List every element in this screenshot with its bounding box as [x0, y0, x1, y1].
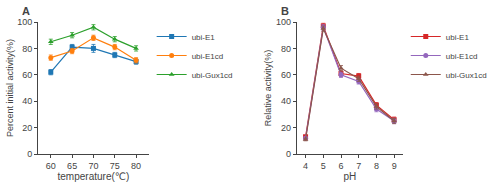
svg-text:B: B	[281, 5, 289, 17]
svg-text:40: 40	[22, 96, 32, 106]
svg-text:75: 75	[110, 161, 120, 171]
svg-text:8: 8	[374, 161, 379, 171]
svg-text:ubi-Gux1cd: ubi-Gux1cd	[192, 71, 233, 80]
svg-text:70: 70	[88, 161, 98, 171]
svg-text:65: 65	[67, 161, 77, 171]
svg-text:60: 60	[281, 70, 291, 80]
svg-text:100: 100	[276, 17, 291, 27]
svg-text:60: 60	[22, 70, 32, 80]
svg-text:4: 4	[303, 161, 308, 171]
svg-text:Relative activity(%): Relative activity(%)	[263, 50, 273, 127]
svg-text:ubi-Gux1cd: ubi-Gux1cd	[446, 71, 487, 80]
svg-text:20: 20	[22, 123, 32, 133]
svg-text:ubi-E1: ubi-E1	[446, 33, 470, 42]
svg-text:20: 20	[281, 123, 291, 133]
svg-text:Percent initial activity(%): Percent initial activity(%)	[5, 39, 15, 137]
svg-text:0: 0	[27, 149, 32, 159]
svg-text:6: 6	[338, 161, 343, 171]
svg-text:40: 40	[281, 96, 291, 106]
svg-text:100: 100	[17, 17, 32, 27]
svg-text:5: 5	[321, 161, 326, 171]
svg-text:ubi-E1: ubi-E1	[192, 33, 216, 42]
svg-text:ubi-E1cd: ubi-E1cd	[446, 52, 478, 61]
svg-text:80: 80	[281, 44, 291, 54]
svg-text:80: 80	[131, 161, 141, 171]
svg-text:pH: pH	[343, 171, 356, 182]
svg-text:A: A	[22, 5, 30, 17]
svg-text:80: 80	[22, 44, 32, 54]
svg-text:temperature(℃): temperature(℃)	[58, 171, 130, 182]
svg-text:60: 60	[46, 161, 56, 171]
svg-text:7: 7	[356, 161, 361, 171]
svg-text:ubi-E1cd: ubi-E1cd	[192, 52, 224, 61]
svg-text:0: 0	[286, 149, 291, 159]
svg-text:9: 9	[392, 161, 397, 171]
